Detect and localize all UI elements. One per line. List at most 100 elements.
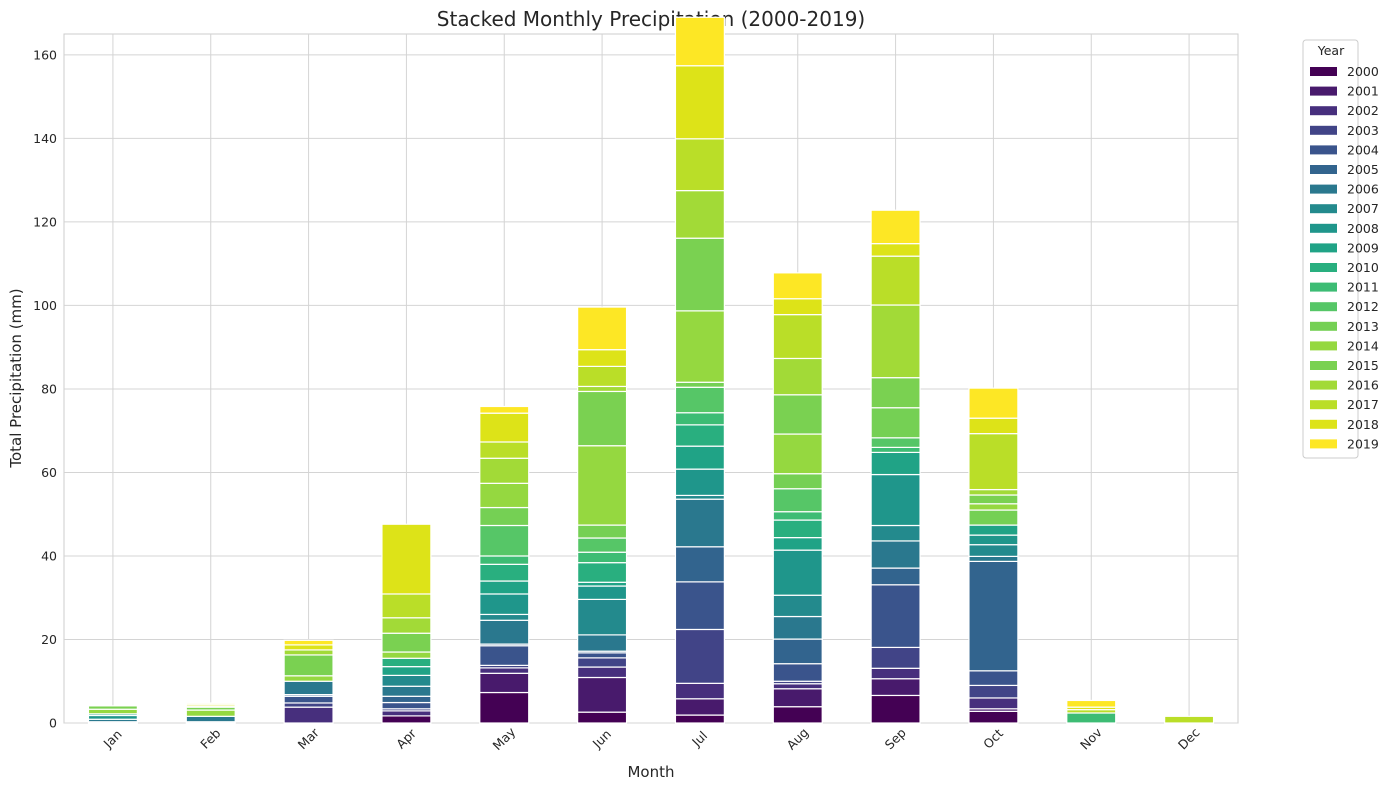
- bar-segment-jun-2004: [577, 652, 628, 659]
- x-axis-label: Month: [627, 763, 674, 781]
- y-axis-label: Total Precipitation (mm): [7, 288, 25, 468]
- bar-segment-jul-2011: [674, 412, 725, 426]
- legend-swatch-2014: [1310, 341, 1337, 351]
- bar-segment-may-2002: [479, 667, 530, 674]
- bar-segment-may-2009: [479, 580, 530, 595]
- bar-segment-aug-2009: [772, 536, 823, 551]
- bar-segment-jul-2018: [674, 65, 725, 140]
- bar-segment-jul-2013: [674, 381, 725, 388]
- bar-segment-oct-2006: [968, 555, 1019, 562]
- bar-segment-nov-2019: [1066, 699, 1117, 708]
- bar-segment-may-2013: [479, 506, 530, 527]
- bar-segment-aug-2010: [772, 519, 823, 539]
- bar-segment-sep-2004: [870, 584, 921, 649]
- bar-segment-jul-2016: [674, 189, 725, 239]
- bar-segment-aug-2018: [772, 298, 823, 316]
- legend-swatch-2018: [1310, 419, 1337, 429]
- bar-segment-aug-2015: [772, 394, 823, 435]
- bar-segment-apr-2014: [381, 651, 432, 659]
- legend-entry-2005: 2005: [1347, 162, 1379, 177]
- legend-entry-2011: 2011: [1347, 280, 1379, 295]
- bar-segment-apr-2015: [381, 632, 432, 653]
- bar-segment-aug-2013: [772, 473, 823, 490]
- legend-title: Year: [1317, 43, 1345, 58]
- bar-segment-may-2000: [479, 691, 530, 724]
- legend-entry-2014: 2014: [1347, 338, 1379, 353]
- bar-segment-jun-2019: [577, 306, 628, 351]
- legend-entry-2012: 2012: [1347, 299, 1379, 314]
- x-tick-label: Aug: [783, 725, 811, 753]
- bar-segment-apr-2017: [381, 593, 432, 619]
- bar-segment-aug-2019: [772, 272, 823, 300]
- bar-segment-jun-2011: [577, 551, 628, 564]
- bar-segment-jul-2008: [674, 468, 725, 497]
- bar-segment-aug-2017: [772, 314, 823, 360]
- bar-segment-oct-2004: [968, 670, 1019, 687]
- bar-segment-sep-2008: [870, 473, 921, 527]
- bar-segment-mar-2019: [283, 639, 334, 646]
- x-tick-label: Oct: [980, 726, 1006, 752]
- bar-segment-may-2006: [479, 619, 530, 645]
- legend-swatch-2001: [1310, 86, 1337, 96]
- bar-segment-jun-2007: [577, 598, 628, 636]
- bar-segment-sep-2016: [870, 304, 921, 379]
- legend-swatch-2007: [1310, 204, 1337, 214]
- bar-segment-mar-2015: [283, 654, 334, 677]
- y-tick-label: 20: [41, 632, 57, 647]
- legend-swatch-2004: [1310, 145, 1337, 155]
- bar-segment-aug-2004: [772, 663, 823, 682]
- bar-segment-sep-2009: [870, 451, 921, 476]
- bar-segment-sep-2017: [870, 255, 921, 306]
- bar-segment-aug-2001: [772, 688, 823, 708]
- bar-segment-may-2014: [479, 482, 530, 509]
- x-tick-label: Apr: [393, 725, 420, 752]
- bar-segment-mar-2002: [283, 706, 334, 724]
- y-tick-label: 140: [33, 131, 57, 146]
- bar-segment-apr-2010: [381, 657, 432, 668]
- bar-segment-jun-2001: [577, 676, 628, 713]
- legend-swatch-2003: [1310, 125, 1337, 135]
- bar-segment-oct-2005: [968, 560, 1019, 672]
- x-tick-label: Nov: [1077, 724, 1105, 752]
- bar-segment-may-2016: [479, 457, 530, 484]
- bar-segment-sep-2001: [870, 678, 921, 697]
- legend-entry-2013: 2013: [1347, 319, 1379, 334]
- bar-segment-sep-2013: [870, 407, 921, 439]
- legend-swatch-2002: [1310, 106, 1337, 116]
- legend-entry-2007: 2007: [1347, 201, 1379, 216]
- bar-segment-may-2004: [479, 645, 530, 666]
- bar-segment-mar-2004: [283, 695, 334, 704]
- y-tick-label: 0: [49, 716, 57, 731]
- bar-segment-aug-2002: [772, 683, 823, 690]
- bar-segment-apr-2009: [381, 666, 432, 676]
- bar-segment-mar-2014: [283, 675, 334, 682]
- legend-entry-2010: 2010: [1347, 260, 1379, 275]
- bar-segment-feb-2006: [185, 715, 236, 723]
- bar-segment-oct-2000: [968, 710, 1019, 724]
- bar-segment-jul-2015: [674, 237, 725, 312]
- bars: [87, 16, 1215, 724]
- bar-segment-sep-2019: [870, 209, 921, 245]
- bar-segment-aug-2012: [772, 488, 823, 513]
- y-tick-label: 100: [33, 298, 57, 313]
- bar-segment-jun-2012: [577, 537, 628, 553]
- bar-segment-apr-2006: [381, 685, 432, 697]
- legend-swatch-2015: [1310, 361, 1337, 370]
- bar-segment-aug-2007: [772, 594, 823, 618]
- legend-entry-2002: 2002: [1347, 103, 1379, 118]
- x-tick-label: Dec: [1175, 725, 1203, 753]
- bar-segment-jul-2012: [674, 386, 725, 414]
- bar-segment-may-2017: [479, 441, 530, 459]
- bar-segment-jul-2005: [674, 546, 725, 583]
- legend-swatch-2000: [1310, 67, 1337, 76]
- bar-segment-oct-2019: [968, 387, 1019, 419]
- legend-swatch-2016: [1310, 380, 1337, 390]
- bar-segment-may-2011: [479, 555, 530, 565]
- legend: Year 2000 2001 2002 2003 2004 2005 2006 2007 200…: [1302, 39, 1379, 459]
- bar-segment-jun-2000: [577, 711, 628, 724]
- y-tick-label: 60: [41, 465, 57, 480]
- bar-segment-sep-2000: [870, 694, 921, 724]
- bar-segment-sep-2018: [870, 243, 921, 257]
- bar-segment-may-2007: [479, 613, 530, 621]
- bar-segment-jul-2009: [674, 445, 725, 470]
